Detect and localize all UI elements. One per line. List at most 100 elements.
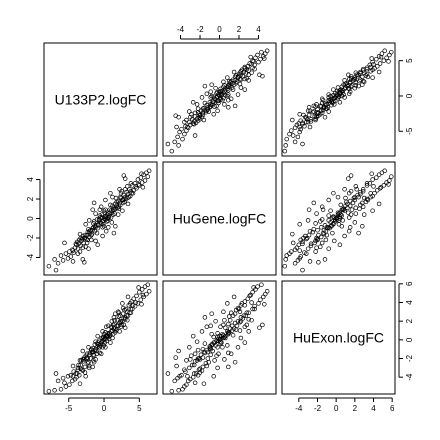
point — [259, 49, 264, 55]
point — [192, 359, 198, 364]
point — [258, 297, 263, 302]
point — [306, 112, 312, 118]
point — [212, 358, 217, 363]
point — [194, 102, 200, 107]
point — [319, 204, 325, 210]
point — [242, 324, 248, 330]
point — [341, 82, 346, 87]
point — [246, 78, 251, 83]
point — [353, 205, 359, 211]
tick-label: 0 — [217, 25, 222, 34]
point — [353, 83, 359, 88]
point — [367, 181, 373, 186]
point — [190, 100, 196, 105]
point — [321, 231, 327, 237]
point — [346, 215, 352, 220]
point — [205, 356, 211, 361]
point — [174, 363, 179, 369]
point — [120, 208, 125, 213]
point — [227, 317, 233, 323]
point — [228, 351, 234, 357]
point — [165, 371, 171, 376]
point — [103, 228, 109, 234]
point — [326, 95, 331, 100]
point — [252, 303, 257, 309]
point — [305, 218, 311, 223]
panel-frame — [281, 42, 396, 157]
point — [371, 61, 376, 67]
point — [115, 323, 121, 329]
point — [231, 294, 237, 300]
diagonal-label-hugene-logfc: HuGene.logFC — [173, 211, 266, 227]
point — [62, 380, 67, 386]
point — [78, 235, 83, 241]
point — [242, 66, 248, 71]
point — [107, 333, 112, 339]
point — [204, 108, 210, 114]
point — [226, 105, 231, 110]
point — [238, 318, 244, 324]
point — [352, 220, 358, 225]
point — [370, 177, 375, 182]
point — [118, 194, 123, 200]
point — [120, 311, 126, 316]
point — [249, 70, 254, 75]
tick-label: -2 — [314, 404, 322, 413]
point — [90, 207, 95, 212]
point — [201, 381, 207, 386]
point — [63, 251, 69, 256]
point — [70, 363, 76, 369]
point — [257, 325, 262, 330]
point — [189, 362, 195, 368]
point — [208, 323, 213, 329]
point — [110, 194, 115, 200]
point — [308, 243, 314, 249]
point — [338, 202, 344, 208]
point — [208, 89, 213, 94]
point — [319, 100, 325, 106]
point — [325, 225, 331, 231]
point — [53, 267, 59, 273]
point — [111, 230, 117, 236]
point — [182, 367, 187, 372]
point — [226, 97, 231, 103]
point — [215, 94, 220, 99]
point — [177, 129, 182, 135]
point — [358, 189, 363, 195]
point — [233, 81, 239, 86]
tick-label: 2 — [237, 25, 242, 34]
point — [374, 175, 379, 180]
point — [113, 206, 118, 212]
point — [192, 110, 198, 116]
point — [318, 108, 324, 114]
point — [106, 336, 112, 342]
point — [215, 108, 220, 114]
point — [346, 228, 352, 234]
point — [118, 324, 124, 330]
point — [262, 302, 267, 307]
point — [175, 134, 180, 140]
point — [133, 300, 139, 305]
panel-2-3 — [281, 161, 396, 276]
tick-label: -5 — [405, 127, 414, 135]
point — [204, 324, 210, 330]
tick-label: 2 — [26, 196, 35, 201]
point — [374, 56, 379, 62]
point — [117, 187, 122, 192]
point — [107, 210, 112, 215]
point — [371, 184, 376, 189]
point — [347, 89, 353, 94]
point — [194, 339, 200, 344]
point — [86, 228, 92, 234]
point — [354, 72, 359, 78]
point — [342, 187, 347, 192]
point — [329, 102, 334, 108]
point — [221, 79, 226, 85]
point — [307, 108, 313, 114]
point — [326, 213, 331, 218]
point — [370, 75, 375, 80]
point — [260, 73, 265, 79]
point — [106, 225, 111, 230]
point — [97, 207, 103, 212]
point — [225, 343, 230, 348]
